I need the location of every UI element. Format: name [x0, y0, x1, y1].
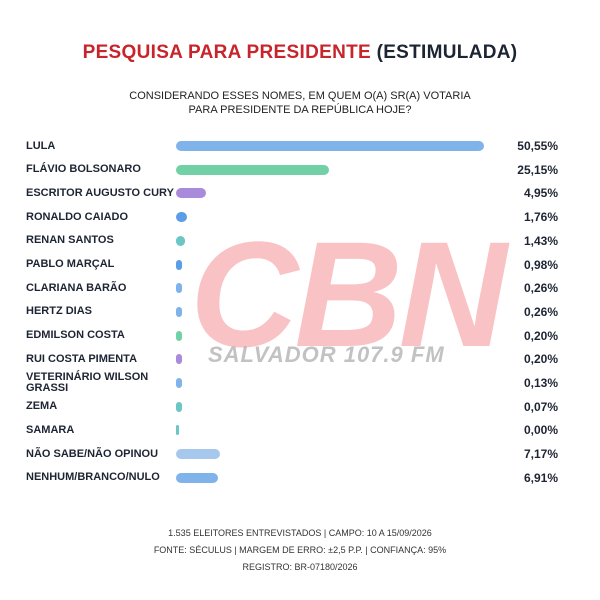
bar: [176, 306, 182, 317]
bar: [176, 235, 185, 246]
bar: [176, 330, 182, 341]
value-label: 4,95%: [523, 186, 558, 201]
category-label: RUI COSTA PIMENTA: [26, 352, 138, 365]
bar: [176, 259, 182, 270]
category-label: HERTZ DIAS: [26, 305, 92, 318]
value-label: 0,07%: [523, 399, 558, 414]
subtitle: PARA PRESIDENTE DA REPÚBLICA HOJE?: [188, 104, 412, 116]
bar: [176, 141, 484, 151]
value-label: 0,98%: [523, 257, 558, 272]
bar: [176, 164, 330, 175]
category-label: RENAN SANTOS: [26, 234, 114, 247]
bar: [176, 401, 182, 412]
value-label: 6,91%: [523, 470, 558, 485]
bar: [176, 378, 182, 388]
bar: [176, 449, 220, 460]
value-label: 0,13%: [523, 376, 558, 390]
category-label: ZEMA: [26, 400, 58, 413]
watermark: SALVADOR 107.9 FM: [208, 342, 445, 367]
title: PESQUISA PARA PRESIDENTE (ESTIMULADA): [0, 42, 600, 64]
category-label: PABLO MARÇAL: [26, 258, 115, 270]
value-label: 50,55%: [517, 139, 558, 153]
value-label: 1,76%: [523, 210, 558, 225]
value-label: 0,26%: [523, 281, 558, 296]
category-label: FLÁVIO BOLSONARO: [26, 163, 141, 176]
title-main: PESQUISA PARA PRESIDENTE: [82, 42, 371, 63]
category-label: CLARIANA BARÃO: [26, 281, 127, 294]
value-label: 7,17%: [523, 447, 558, 462]
bar: [176, 472, 219, 483]
footer-line: 1.535 ELEITORES ENTREVISTADOS | CAMPO: 1…: [168, 528, 432, 538]
subtitle: CONSIDERANDO ESSES NOMES, EM QUEM O(A) S…: [129, 90, 471, 102]
category-label: NÃO SABE/NÃO OPINOU: [26, 447, 159, 460]
bar: [176, 283, 182, 294]
category-label: VETERINÁRIO WILSON GRASSI: [26, 371, 149, 394]
value-label: 25,15%: [517, 162, 558, 177]
category-label: RONALDO CAIADO: [26, 210, 129, 223]
value-label: 0,00%: [523, 423, 558, 438]
title-note: (ESTIMULADA): [376, 42, 518, 63]
bar: [176, 188, 207, 199]
value-label: 1,43%: [523, 233, 558, 248]
category-label: LULA: [26, 139, 56, 152]
category-label: NENHUM/BRANCO/NULO: [26, 471, 160, 484]
watermark: CBN: [190, 210, 507, 378]
value-label: 0,20%: [523, 328, 558, 343]
footer-line: REGISTRO: BR-07180/2026: [242, 562, 358, 572]
category-label: EDMILSON COSTA: [26, 329, 125, 342]
bar: [176, 425, 179, 436]
footer-line: FONTE: SÉCULUS | MARGEM DE ERRO: ±2,5 P.…: [153, 545, 447, 555]
value-label: 0,26%: [523, 304, 558, 319]
bar: [176, 212, 187, 223]
category-label: SAMARA: [26, 423, 75, 436]
value-label: 0,20%: [523, 352, 558, 367]
category-label: ESCRITOR AUGUSTO CURY: [26, 186, 174, 199]
bar: [176, 354, 182, 365]
